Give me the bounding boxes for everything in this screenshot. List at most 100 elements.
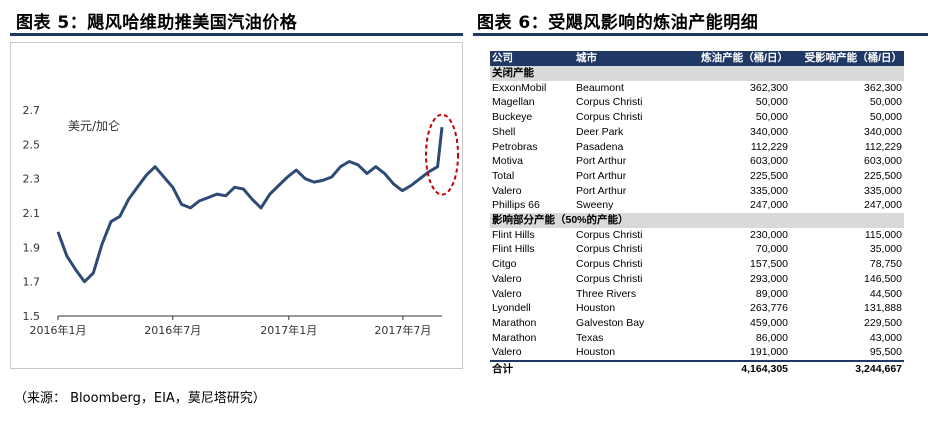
price-line xyxy=(56,127,444,284)
cell-city: Houston xyxy=(576,302,616,315)
table-row: Valero Corpus Christi 293,000 146,500 xyxy=(490,272,904,287)
cell-company: Marathon xyxy=(492,316,537,329)
cell-affected: 50,000 xyxy=(869,111,902,124)
cell-affected: 247,000 xyxy=(864,199,902,212)
y-tick-label: 2.1 xyxy=(23,207,41,220)
cell-capacity: 225,500 xyxy=(750,169,788,182)
x-tick-label: 2016年1月 xyxy=(30,323,87,337)
cell-city: Sweeny xyxy=(576,199,614,212)
cell-affected: 362,300 xyxy=(864,81,902,94)
y-tick-label: 1.7 xyxy=(23,276,41,289)
cell-city: Beaumont xyxy=(576,81,624,94)
cell-city: Port Arthur xyxy=(576,184,627,197)
y-tick-label: 1.9 xyxy=(23,241,41,254)
table-row: Citgo Corpus Christi 157,500 78,750 xyxy=(490,257,904,272)
x-axis: 2016年1月 2016年7月 2017年1月 2017年7月 xyxy=(30,315,442,337)
table-row: ExxonMobil Beaumont 362,300 362,300 xyxy=(490,81,904,96)
figure5-rule xyxy=(10,33,463,36)
x-tick-label: 2017年7月 xyxy=(374,323,431,337)
table-row: Lyondell Houston 263,776 131,888 xyxy=(490,301,904,316)
cell-affected: 335,000 xyxy=(864,184,902,197)
table-header-row: 公司 城市 炼油产能（桶/日） 受影响产能（桶/日） xyxy=(490,51,904,66)
cell-company: Lyondell xyxy=(492,302,531,315)
cell-capacity: 50,000 xyxy=(755,96,788,109)
cell-affected: 229,500 xyxy=(864,316,902,329)
cell-affected: 50,000 xyxy=(869,96,902,109)
x-tick-label: 2017年1月 xyxy=(260,323,317,337)
cell-city: Corpus Christi xyxy=(576,228,643,241)
highlight-ellipse xyxy=(425,113,459,196)
cell-company: Magellan xyxy=(492,96,535,109)
y-tick-label: 1.5 xyxy=(23,310,41,323)
cell-company: Citgo xyxy=(492,258,517,271)
cell-company: Flint Hills xyxy=(492,243,535,256)
cell-capacity: 247,000 xyxy=(750,199,788,212)
cell-capacity: 191,000 xyxy=(676,345,790,363)
section-closed-label: 关闭产能 xyxy=(490,66,904,81)
cell-city: Texas xyxy=(576,331,604,344)
cell-city: Corpus Christi xyxy=(576,111,643,124)
cell-capacity: 335,000 xyxy=(750,184,788,197)
cell-capacity: 86,000 xyxy=(755,331,788,344)
cell-company: Shell xyxy=(492,125,516,138)
cell-capacity: 230,000 xyxy=(750,228,788,241)
section-closed: 关闭产能 xyxy=(490,66,904,81)
cell-capacity: 112,229 xyxy=(750,140,788,153)
cell-city: Port Arthur xyxy=(576,155,627,168)
table-row: Shell Deer Park 340,000 340,000 xyxy=(490,125,904,140)
cell-city: Corpus Christi xyxy=(576,96,643,109)
section-partial: 影响部分产能（50%的产能） xyxy=(490,213,904,228)
cell-company: Motiva xyxy=(492,155,523,168)
cell-capacity: 157,500 xyxy=(750,258,788,271)
y-tick-label: 2.5 xyxy=(23,138,41,151)
table-row: 合计 4,164,305 3,244,667 xyxy=(490,360,904,377)
cell-affected: 43,000 xyxy=(869,331,902,344)
cell-company: Marathon xyxy=(492,331,537,344)
cell-city: Galveston Bay xyxy=(576,316,645,329)
figure6-rule xyxy=(473,33,928,36)
y-tick-label: 2.7 xyxy=(23,104,41,117)
cell-affected: 131,888 xyxy=(864,302,902,315)
table-row: Flint Hills Corpus Christi 70,000 35,000 xyxy=(490,242,904,257)
cell-city: Corpus Christi xyxy=(576,272,643,285)
y-axis-label: 美元/加仑 xyxy=(68,119,120,133)
cell-company: Flint Hills xyxy=(492,228,535,241)
cell-affected: 146,500 xyxy=(864,272,902,285)
cell-affected: 78,750 xyxy=(869,258,902,271)
table-row: Marathon Texas 86,000 43,000 xyxy=(490,331,904,346)
table-body: 关闭产能 ExxonMobil Beaumont 362,300 362,300 Mag… xyxy=(490,66,904,377)
refinery-capacity-table: 公司 城市 炼油产能（桶/日） 受影响产能（桶/日） 关闭产能 ExxonMob… xyxy=(490,51,904,377)
cell-affected: 3,244,667 xyxy=(790,360,904,377)
cell-affected: 44,500 xyxy=(869,287,902,300)
cell-city: Deer Park xyxy=(576,125,624,138)
cell-capacity: 362,300 xyxy=(750,81,788,94)
y-tick-label: 2.3 xyxy=(23,173,41,186)
x-tick-label: 2016年7月 xyxy=(144,323,201,337)
cell-city: Corpus Christi xyxy=(576,243,643,256)
cell-city: Port Arthur xyxy=(576,169,627,182)
figure5-title: 图表 5：飓风哈维助推美国汽油价格 xyxy=(16,13,298,33)
cell-capacity: 340,000 xyxy=(750,125,788,138)
cell-city: Three Rivers xyxy=(576,287,637,300)
cell-city: Pasadena xyxy=(576,140,624,153)
section-partial-label: 影响部分产能（50%的产能） xyxy=(490,213,904,228)
cell-company: 合计 xyxy=(490,360,574,377)
header-affected: 受影响产能（桶/日） xyxy=(790,51,904,66)
cell-company: Phillips 66 xyxy=(492,199,540,212)
cell-company: Buckeye xyxy=(492,111,533,124)
table-row: Motiva Port Arthur 603,000 603,000 xyxy=(490,154,904,169)
cell-city: Corpus Christi xyxy=(576,258,643,271)
table-row: Total Port Arthur 225,500 225,500 xyxy=(490,169,904,184)
table-row: Flint Hills Corpus Christi 230,000 115,000 xyxy=(490,228,904,243)
gasoline-price-chart: 2.7 2.5 2.3 2.1 1.9 1.7 1.5 2016年1月 2016年7月 2017… xyxy=(23,104,459,337)
table-row: Valero Port Arthur 335,000 335,000 xyxy=(490,184,904,199)
cell-company: Valero xyxy=(490,345,574,363)
cell-company: Valero xyxy=(492,272,522,285)
highlight-ellipse-group xyxy=(425,113,459,196)
cell-capacity: 89,000 xyxy=(755,287,788,300)
cell-capacity: 70,000 xyxy=(755,243,788,256)
table-row: Valero Three Rivers 89,000 44,500 xyxy=(490,287,904,302)
cell-affected: 112,229 xyxy=(864,140,902,153)
price-series xyxy=(56,127,444,284)
source-note: （来源： Bloomberg，EIA，莫尼塔研究） xyxy=(14,391,266,406)
